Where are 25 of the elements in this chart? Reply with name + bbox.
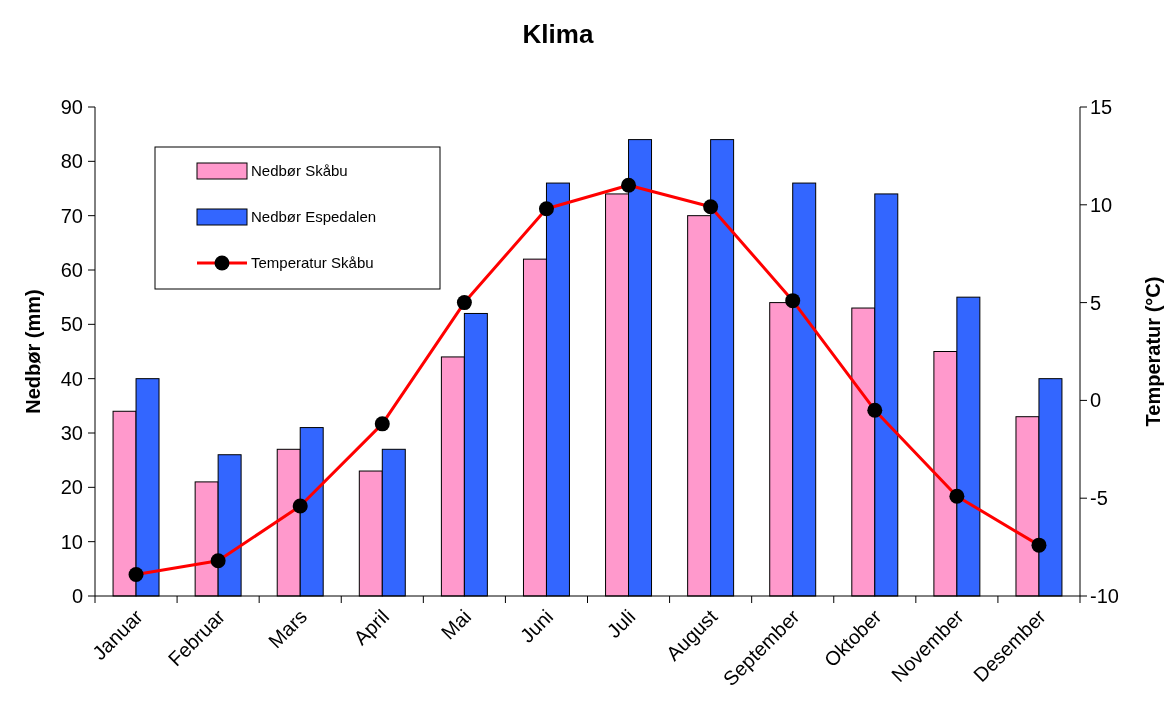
x-tick-label: Juli [602, 605, 640, 643]
y2-axis-title: Temperatur (°C) [1142, 276, 1164, 427]
y-tick-label: 80 [60, 150, 83, 173]
y2-tick-label: 0 [1090, 389, 1102, 412]
y-tick-label: 0 [71, 585, 83, 607]
y2-tick-label: -10 [1090, 585, 1119, 607]
y-tick-label: 70 [60, 204, 83, 227]
legend-label: Nedbør Espedalen [251, 208, 377, 225]
chart-title: Klima [522, 19, 594, 49]
legend-label: Temperatur Skåbu [251, 254, 374, 271]
y-tick-label: 30 [60, 422, 83, 444]
legend-label: Nedbør Skåbu [251, 162, 348, 179]
y-tick-label: 90 [60, 96, 83, 118]
y-tick-label: 20 [60, 476, 83, 499]
x-tick-label: Juni [515, 605, 558, 647]
y2-tick-label: 10 [1090, 193, 1113, 216]
y2-tick-label: 5 [1090, 291, 1102, 314]
y-tick-label: 60 [60, 259, 83, 281]
y-tick-label: 50 [60, 313, 83, 336]
y-axis-title: Nedbør (mm) [22, 289, 44, 414]
y-tick-label: 10 [60, 530, 83, 553]
y2-tick-label: 15 [1090, 96, 1113, 118]
y-tick-label: 40 [60, 367, 83, 390]
y2-tick-label: -5 [1090, 487, 1108, 510]
x-tick-label: Mai [436, 605, 476, 644]
